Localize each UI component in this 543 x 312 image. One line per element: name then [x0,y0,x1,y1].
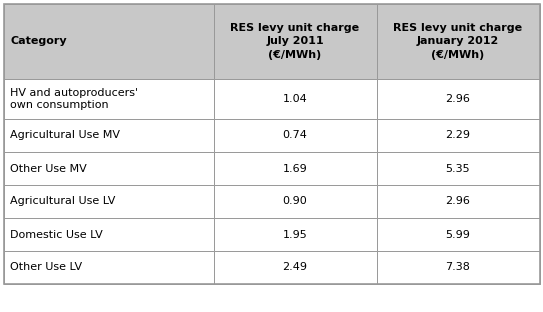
Bar [3,79,213,119]
Text: Other Use LV: Other Use LV [10,262,83,272]
Bar [3,251,213,284]
Bar [3,152,213,185]
Text: 2.96: 2.96 [446,94,470,104]
Text: 1.95: 1.95 [282,230,307,240]
Bar [376,152,540,185]
Text: 1.69: 1.69 [282,163,307,173]
Bar [213,119,376,152]
Bar [213,251,376,284]
Text: 5.99: 5.99 [446,230,470,240]
Text: 1.04: 1.04 [282,94,307,104]
Bar [3,185,213,218]
Text: 0.90: 0.90 [282,197,307,207]
Text: Category: Category [10,37,67,46]
Text: HV and autoproducers'
own consumption: HV and autoproducers' own consumption [10,88,138,110]
Bar [376,4,540,79]
Bar [3,218,213,251]
Bar [213,152,376,185]
Text: RES levy unit charge
January 2012
(€/MWh): RES levy unit charge January 2012 (€/MWh… [394,23,522,60]
Bar [376,119,540,152]
Text: Agricultural Use MV: Agricultural Use MV [10,130,121,140]
Bar [376,79,540,119]
Bar [3,4,540,284]
Bar [213,4,376,79]
Text: 0.74: 0.74 [282,130,307,140]
Text: 5.35: 5.35 [446,163,470,173]
Bar [213,79,376,119]
Text: 2.96: 2.96 [446,197,470,207]
Bar [376,251,540,284]
Text: 7.38: 7.38 [446,262,470,272]
Text: Agricultural Use LV: Agricultural Use LV [10,197,116,207]
Text: 2.29: 2.29 [445,130,470,140]
Bar [3,119,213,152]
Bar [213,218,376,251]
Text: Domestic Use LV: Domestic Use LV [10,230,103,240]
Bar [213,185,376,218]
Bar [376,185,540,218]
Bar [3,4,213,79]
Text: RES levy unit charge
July 2011
(€/MWh): RES levy unit charge July 2011 (€/MWh) [230,23,359,60]
Text: 2.49: 2.49 [282,262,307,272]
Text: Other Use MV: Other Use MV [10,163,87,173]
Bar [376,218,540,251]
